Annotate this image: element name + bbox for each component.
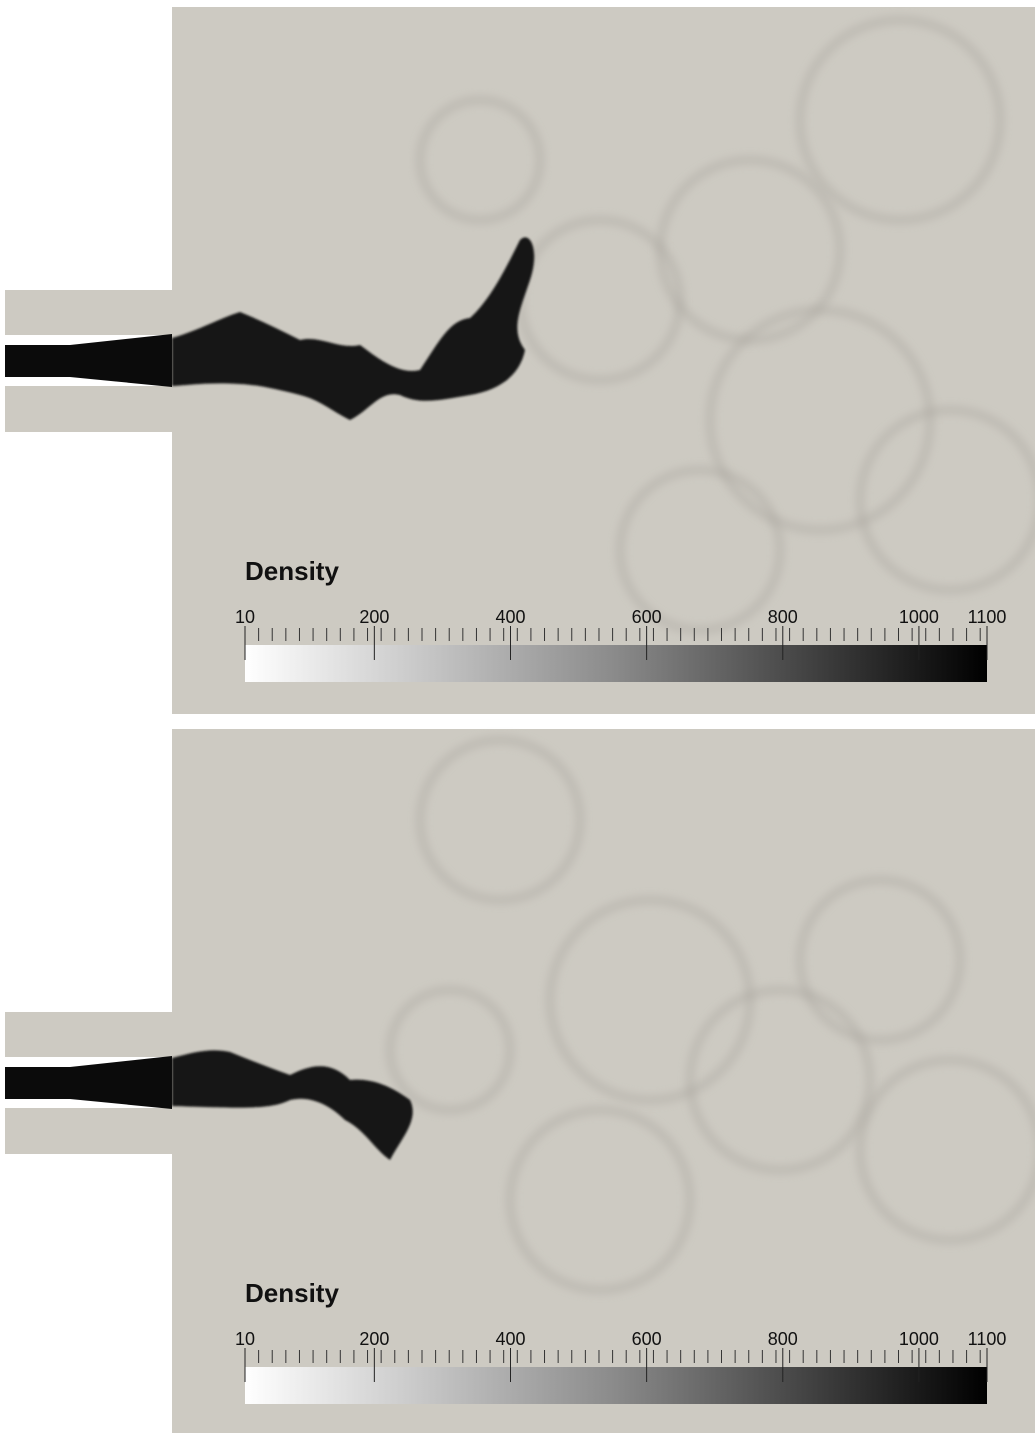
tick-label: 200 — [359, 1329, 389, 1349]
inlet-wall — [5, 290, 172, 335]
tick-label: 10 — [235, 1329, 255, 1349]
tick-label: 1000 — [899, 1329, 939, 1349]
jet-plume — [172, 237, 535, 420]
tick-label: 800 — [768, 607, 798, 627]
mixing-swirl — [415, 95, 545, 225]
mixing-swirl — [855, 1055, 1035, 1245]
tick-label: 400 — [495, 1329, 525, 1349]
tick-label: 1100 — [968, 607, 1007, 627]
mixing-swirl — [415, 735, 585, 905]
panel: Density 10 200 400 600 800 1000 1100 — [5, 7, 1035, 714]
tick-label: 1000 — [899, 607, 939, 627]
tick-label: 400 — [495, 607, 525, 627]
colorbar-title: Density — [245, 1278, 339, 1308]
mixing-swirl — [505, 1105, 695, 1295]
tick-label: 600 — [632, 1329, 662, 1349]
mixing-swirl — [855, 405, 1035, 595]
colorbar — [245, 645, 987, 682]
mixing-swirl — [705, 305, 935, 535]
mixing-swirl — [685, 985, 875, 1175]
jet-core — [5, 1056, 172, 1109]
tick-label: 1100 — [968, 1329, 1007, 1349]
panel: Density 10 200 400 600 800 1000 1100 — [5, 729, 1035, 1433]
tick-label: 800 — [768, 1329, 798, 1349]
mixing-swirl — [795, 875, 965, 1045]
inlet-wall — [5, 1108, 172, 1154]
jet-core — [5, 334, 172, 387]
inlet-wall — [5, 1012, 172, 1057]
tick-label: 600 — [632, 607, 662, 627]
mixing-swirl — [615, 465, 785, 635]
colorbar — [245, 1367, 987, 1404]
mixing-swirl — [795, 15, 1005, 225]
colorbar-title: Density — [245, 556, 339, 586]
tick-label: 10 — [235, 607, 255, 627]
mixing-swirl — [385, 985, 515, 1115]
jet-plume — [172, 1050, 413, 1160]
inlet-wall — [5, 386, 172, 432]
tick-label: 200 — [359, 607, 389, 627]
